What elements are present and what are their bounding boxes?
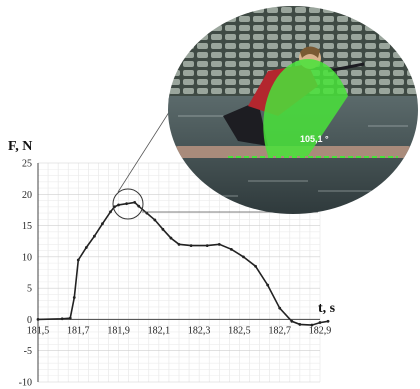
data-point bbox=[326, 319, 330, 323]
data-point bbox=[133, 201, 137, 204]
y-tick-label: -5 bbox=[24, 346, 32, 357]
data-point bbox=[298, 323, 302, 326]
x-tick-label: 181,9 bbox=[107, 325, 130, 336]
x-tick-label: 182,3 bbox=[188, 325, 211, 336]
data-point bbox=[177, 242, 181, 246]
y-tick-label: 20 bbox=[22, 190, 32, 201]
angle-sector bbox=[263, 58, 348, 156]
y-tick-labels: 25 20 15 10 5 0 -5 -10 bbox=[19, 159, 32, 389]
data-point bbox=[205, 244, 209, 247]
y-tick-label: 5 bbox=[27, 284, 32, 295]
kayak-photo bbox=[168, 6, 418, 214]
data-point bbox=[153, 218, 157, 222]
data-point bbox=[72, 296, 76, 299]
data-point bbox=[76, 258, 80, 262]
data-point bbox=[189, 244, 193, 247]
y-tick-label: 0 bbox=[27, 315, 32, 326]
series-markers bbox=[36, 201, 330, 327]
data-point bbox=[109, 210, 112, 214]
data-point bbox=[217, 242, 221, 246]
data-point bbox=[68, 316, 72, 320]
data-point bbox=[161, 227, 165, 231]
data-point bbox=[266, 283, 270, 287]
data-point bbox=[229, 247, 233, 251]
athlete-hair bbox=[300, 46, 320, 58]
y-tick-label: 25 bbox=[22, 159, 32, 170]
kayak-photo-inset: 105,1 ° bbox=[168, 6, 418, 214]
x-tick-label: 182,9 bbox=[309, 325, 332, 336]
x-tick-label: 182,7 bbox=[268, 325, 291, 336]
peak-highlight-circle bbox=[112, 188, 144, 220]
data-point bbox=[125, 202, 129, 206]
data-point bbox=[242, 255, 245, 259]
grid bbox=[37, 162, 321, 383]
data-point bbox=[310, 323, 314, 327]
data-point bbox=[278, 306, 282, 310]
data-point bbox=[101, 222, 104, 226]
data-point bbox=[318, 321, 322, 324]
y-tick-label: 15 bbox=[22, 221, 32, 232]
x-tick-labels: 181,5 181,7 181,9 182,1 182,3 182,5 182,7 182,9 bbox=[27, 325, 332, 336]
data-point bbox=[60, 317, 64, 321]
y-axis-label: F, N bbox=[8, 139, 32, 154]
x-tick-label: 181,7 bbox=[67, 325, 90, 336]
y-tick-label: -10 bbox=[19, 378, 32, 389]
data-point bbox=[137, 204, 141, 208]
data-point bbox=[290, 319, 294, 323]
athlete-legs bbox=[223, 101, 268, 146]
x-tick-label: 182,1 bbox=[148, 325, 171, 336]
force-series-line bbox=[37, 201, 329, 326]
x-tick-label: 181,5 bbox=[27, 325, 50, 336]
axes bbox=[37, 163, 320, 382]
y-tick-label: 10 bbox=[22, 252, 32, 263]
x-tick-label: 182,5 bbox=[228, 325, 251, 336]
data-point bbox=[93, 234, 96, 238]
data-point bbox=[254, 264, 257, 268]
data-point bbox=[36, 318, 40, 321]
data-point bbox=[117, 203, 120, 207]
paddle-shaft bbox=[327, 62, 365, 73]
data-point bbox=[169, 236, 173, 240]
data-point bbox=[84, 246, 88, 249]
angle-label: 105,1 ° bbox=[300, 134, 329, 144]
x-axis-label: t, s bbox=[318, 301, 336, 316]
